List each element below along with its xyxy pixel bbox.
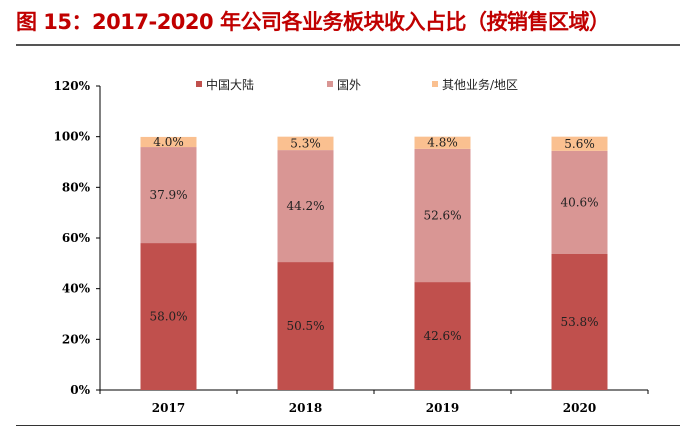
title-divider	[16, 44, 680, 46]
legend-swatch	[432, 81, 438, 87]
data-label: 44.2%	[286, 199, 324, 213]
x-tick-label: 2020	[563, 401, 596, 415]
x-tick-label: 2018	[289, 401, 322, 415]
legend-swatch	[327, 81, 333, 87]
data-label: 52.6%	[423, 208, 461, 222]
data-label: 40.6%	[560, 195, 598, 209]
bar-2017-series-0	[140, 243, 197, 390]
y-tick-label: 120%	[54, 79, 91, 93]
y-tick-label: 20%	[62, 332, 91, 346]
x-tick-label: 2019	[426, 401, 459, 415]
data-label: 5.3%	[290, 136, 321, 150]
bar-2019-series-1	[414, 148, 471, 283]
data-label: 53.8%	[560, 315, 598, 329]
legend-swatch	[196, 81, 202, 87]
bar-2017-series-1	[140, 147, 197, 244]
data-label: 58.0%	[149, 310, 187, 324]
legend-label: 其他业务/地区	[442, 77, 518, 92]
legend-label: 中国大陆	[206, 77, 254, 92]
data-label: 42.6%	[423, 329, 461, 343]
data-label: 5.6%	[564, 137, 595, 151]
data-label: 4.8%	[427, 136, 458, 150]
data-label: 37.9%	[149, 188, 187, 202]
data-label: 4.0%	[153, 135, 184, 149]
data-label: 50.5%	[286, 319, 324, 333]
bar-2020-series-0	[551, 253, 608, 390]
bar-2019-series-0	[414, 282, 471, 390]
chart-title: 图 15：2017-2020 年公司各业务板块收入占比（按销售区域）	[16, 10, 610, 34]
x-tick-label: 2017	[152, 401, 185, 415]
bar-2019-series-2	[414, 136, 471, 149]
y-tick-label: 80%	[62, 180, 91, 194]
bar-2020-series-1	[551, 150, 608, 254]
bottom-divider	[16, 425, 680, 426]
bar-2018-series-1	[277, 150, 334, 263]
legend-label: 国外	[337, 78, 361, 92]
y-tick-label: 40%	[62, 282, 91, 296]
y-tick-label: 100%	[54, 130, 91, 144]
y-tick-label: 0%	[70, 383, 90, 397]
bar-2017-series-2	[140, 136, 197, 148]
bar-2018-series-0	[277, 262, 334, 390]
bar-2020-series-2	[551, 136, 608, 151]
y-tick-label: 60%	[62, 231, 91, 245]
bar-2018-series-2	[277, 136, 334, 151]
